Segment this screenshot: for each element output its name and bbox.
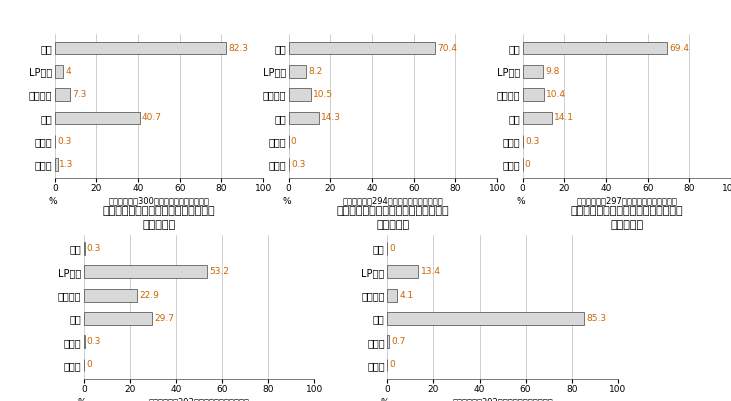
Text: 53.2: 53.2 — [209, 267, 229, 276]
Text: 4: 4 — [65, 67, 71, 76]
Bar — [84, 289, 137, 302]
Bar — [387, 289, 397, 302]
Bar — [84, 265, 207, 278]
Bar — [387, 265, 418, 278]
X-axis label: %: % — [381, 398, 390, 401]
Text: 図１．２　風呂用エネルギー使用状況
（全世帯）: 図１．２ 風呂用エネルギー使用状況 （全世帯） — [336, 207, 450, 230]
Text: 0: 0 — [86, 360, 91, 369]
Text: 4.1: 4.1 — [399, 291, 414, 300]
Text: 14.1: 14.1 — [554, 113, 574, 122]
Text: 8.2: 8.2 — [308, 67, 322, 76]
Text: 85.3: 85.3 — [586, 314, 606, 323]
Bar — [55, 111, 140, 124]
Text: 0: 0 — [290, 137, 296, 146]
Text: 回答のあった293世帯を母数とした百分率: 回答のあった293世帯を母数とした百分率 — [149, 397, 249, 401]
Text: 0.7: 0.7 — [391, 337, 405, 346]
X-axis label: %: % — [282, 197, 291, 206]
Text: 70.4: 70.4 — [437, 44, 458, 53]
X-axis label: %: % — [48, 197, 57, 206]
Text: 0.3: 0.3 — [86, 244, 101, 253]
Bar — [523, 65, 543, 78]
Bar — [523, 42, 667, 55]
Text: 22.9: 22.9 — [139, 291, 159, 300]
Text: 図１．３　給湯用エネルギー使用状況
（全世帯）: 図１．３ 給湯用エネルギー使用状況 （全世帯） — [570, 207, 683, 230]
Text: 7.3: 7.3 — [72, 90, 86, 99]
Text: 40.7: 40.7 — [142, 113, 162, 122]
Text: 13.4: 13.4 — [420, 267, 441, 276]
X-axis label: %: % — [516, 197, 525, 206]
Text: 0.3: 0.3 — [86, 337, 101, 346]
Bar — [523, 88, 545, 101]
Text: 1.3: 1.3 — [59, 160, 74, 169]
Bar — [55, 158, 58, 171]
Text: 0.3: 0.3 — [57, 137, 72, 146]
Bar — [55, 65, 63, 78]
Text: 図１．１　暖房用エネルギー使用状況
（全世帯）: 図１．１ 暖房用エネルギー使用状況 （全世帯） — [102, 207, 216, 230]
Bar — [289, 111, 319, 124]
Text: 回答のあった300世帯を母数とした百分率: 回答のあった300世帯を母数とした百分率 — [109, 196, 209, 205]
Bar — [55, 88, 70, 101]
Bar — [289, 65, 306, 78]
Text: 0: 0 — [524, 160, 530, 169]
Text: 回答のあった294世帯を母数とした百分率: 回答のあった294世帯を母数とした百分率 — [343, 196, 443, 205]
X-axis label: %: % — [77, 398, 86, 401]
Text: 9.8: 9.8 — [545, 67, 559, 76]
Text: 0: 0 — [390, 360, 395, 369]
Bar — [387, 335, 389, 348]
Text: 回答のあった292世帯を母数とした百分率: 回答のあった292世帯を母数とした百分率 — [452, 397, 553, 401]
Bar — [289, 42, 436, 55]
Text: 0.3: 0.3 — [291, 160, 306, 169]
Text: 回答のあった297世帯を母数とした百分率: 回答のあった297世帯を母数とした百分率 — [577, 196, 677, 205]
Bar — [55, 42, 227, 55]
Bar — [289, 88, 311, 101]
Bar — [387, 312, 584, 325]
Text: 82.3: 82.3 — [228, 44, 249, 53]
Text: 14.3: 14.3 — [321, 113, 341, 122]
Bar — [84, 312, 153, 325]
Text: 10.5: 10.5 — [313, 90, 333, 99]
Bar — [523, 111, 552, 124]
Text: 29.7: 29.7 — [155, 314, 175, 323]
Text: 10.4: 10.4 — [546, 90, 567, 99]
Text: 0.3: 0.3 — [525, 137, 539, 146]
Text: 0: 0 — [390, 244, 395, 253]
Text: 69.4: 69.4 — [670, 44, 689, 53]
